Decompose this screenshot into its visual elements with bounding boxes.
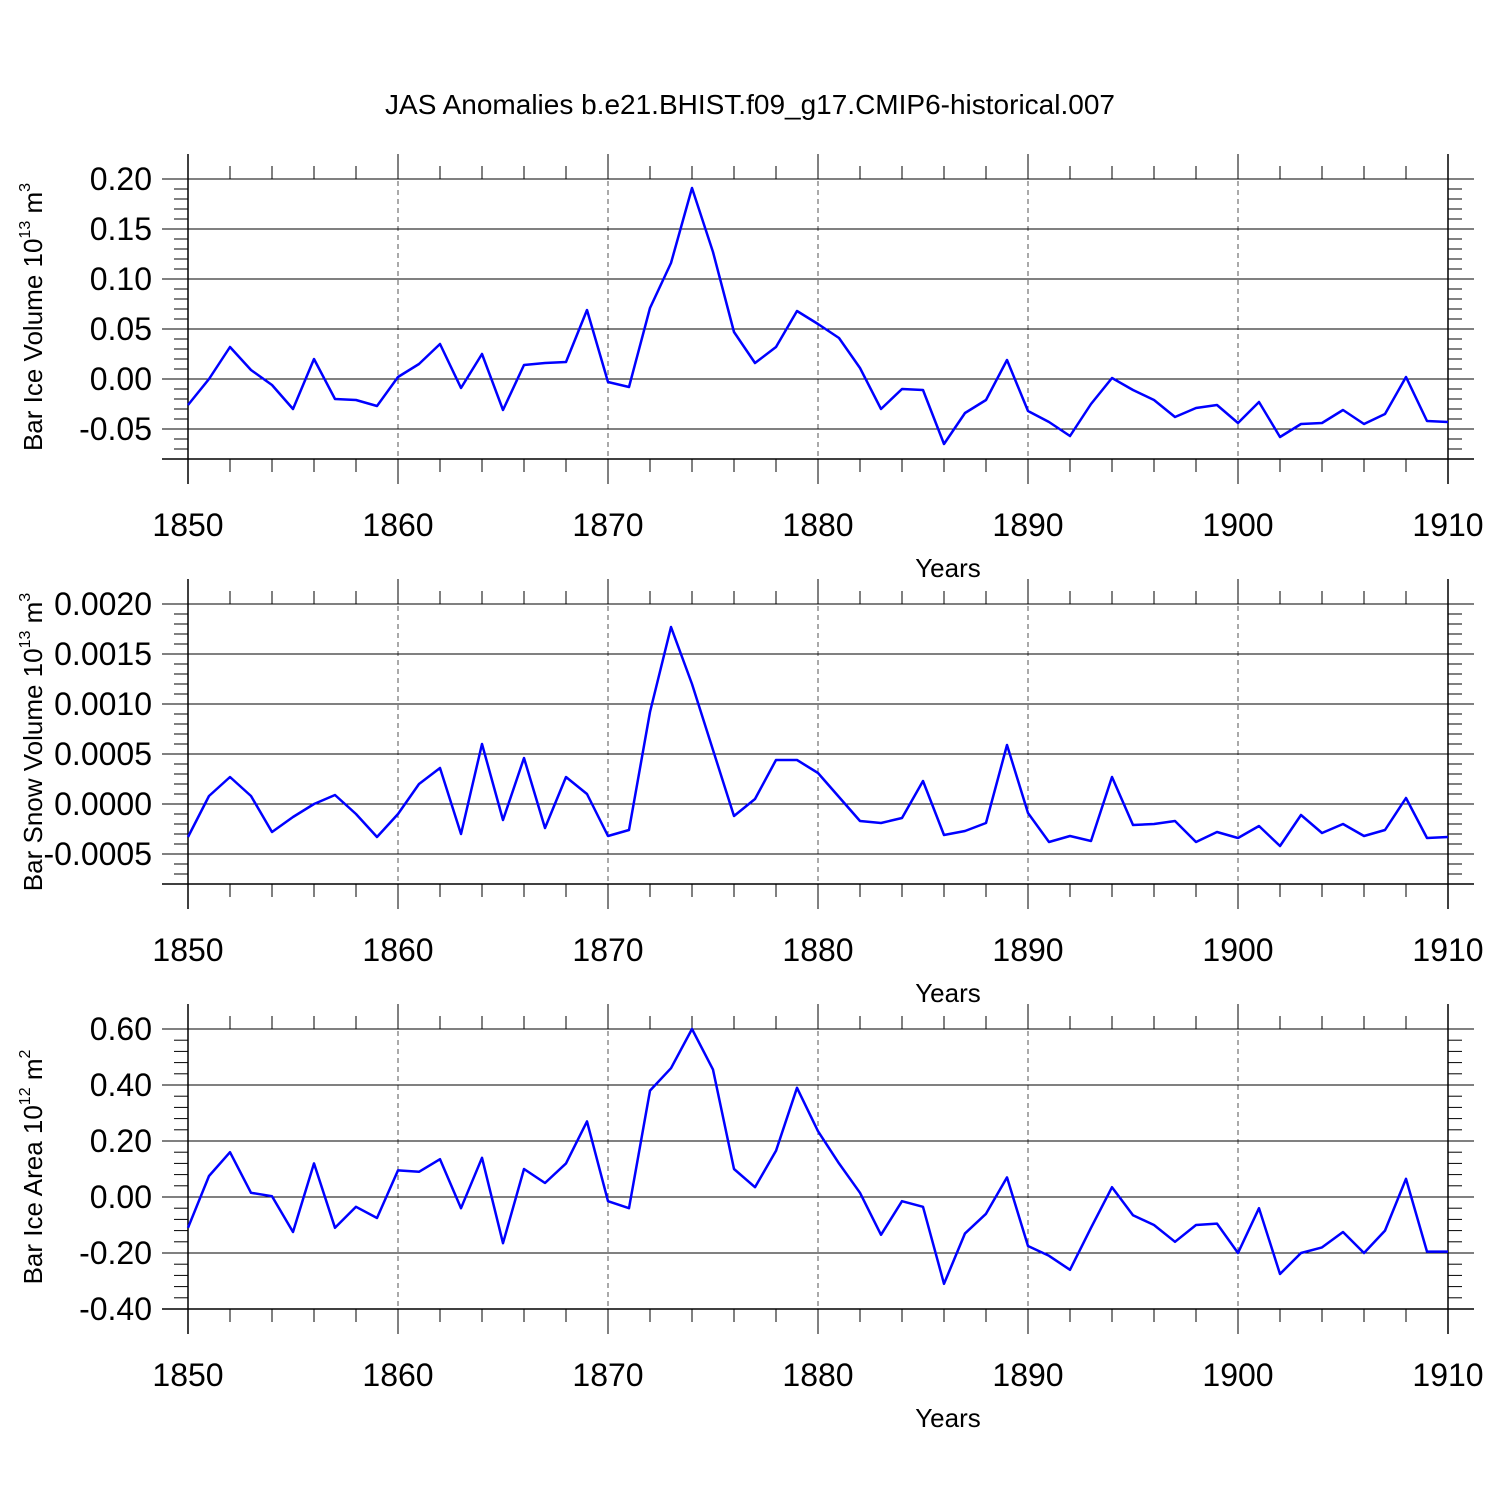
x-tick-label: 1870 [572, 1357, 643, 1393]
x-tick-label: 1890 [992, 507, 1063, 543]
figure-title: JAS Anomalies b.e21.BHIST.f09_g17.CMIP6-… [385, 89, 1115, 120]
series-line [186, 1027, 1448, 1286]
x-tick-label: 1850 [152, 507, 223, 543]
x-tick-label: 1900 [1202, 1357, 1273, 1393]
series-line [187, 186, 1449, 446]
y-tick-label: 0.0010 [54, 686, 152, 722]
x-tick-label: 1870 [572, 507, 643, 543]
y-tick-label: 0.60 [90, 1011, 152, 1047]
y-tick-label: 0.20 [90, 1123, 152, 1159]
y-tick-label: 0.0000 [54, 786, 152, 822]
y-tick-label: 0.0015 [54, 636, 152, 672]
y-tick-label: 0.20 [90, 161, 152, 197]
x-axis-label: Years [915, 553, 981, 583]
x-tick-label: 1880 [782, 1357, 853, 1393]
x-tick-label: 1880 [782, 932, 853, 968]
x-tick-label: 1850 [152, 1357, 223, 1393]
y-tick-label: 0.10 [90, 261, 152, 297]
y-tick-label: 0.00 [90, 361, 152, 397]
x-tick-label: 1850 [152, 932, 223, 968]
y-tick-label: 0.15 [90, 211, 152, 247]
y-tick-label: 0.00 [90, 1179, 152, 1215]
chart-panel-1: 1850 1860 1870 1880 1890 1900 1910 0.20 0.15 0.10… [17, 154, 1484, 583]
x-axis-label: Years [915, 978, 981, 1008]
x-tick-label: 1860 [362, 1357, 433, 1393]
x-tick-label: 1890 [992, 1357, 1063, 1393]
x-tick-label: 1890 [992, 932, 1063, 968]
panels: 1850 1860 1870 1880 1890 1900 1910 0.20 0.15 0.10… [17, 154, 1484, 1433]
x-tick-label: 1910 [1412, 1357, 1483, 1393]
series-line [186, 625, 1449, 848]
y-tick-label: -0.20 [79, 1235, 152, 1271]
x-tick-label: 1860 [362, 932, 433, 968]
y-tick-label: 0.0005 [54, 736, 152, 772]
x-tick-label: 1900 [1202, 932, 1273, 968]
y-tick-label: 0.05 [90, 311, 152, 347]
y-tick-label: -0.05 [79, 411, 152, 447]
y-tick-label: 0.0020 [54, 586, 152, 622]
y-tick-label: 0.40 [90, 1067, 152, 1103]
x-tick-label: 1880 [782, 507, 853, 543]
y-axis-label: Bar Snow Volume 1013 m3 [17, 593, 48, 892]
y-tick-label: -0.40 [79, 1291, 152, 1327]
x-axis-label: Years [915, 1403, 981, 1433]
chart-panel-3: 1850 1860 1870 1880 1890 1900 1910 0.60 0.40 0.20… [17, 1004, 1484, 1433]
y-axis-label: Bar Ice Area 1012 m2 [17, 1049, 48, 1284]
y-tick-label: -0.0005 [43, 836, 152, 872]
x-tick-label: 1910 [1412, 932, 1483, 968]
y-axis-label: Bar Ice Volume 1013 m3 [17, 183, 48, 451]
x-tick-label: 1910 [1412, 507, 1483, 543]
x-tick-label: 1860 [362, 507, 433, 543]
chart-panel-2: 1850 1860 1870 1880 1890 1900 1910 0.0020 0.0015… [17, 579, 1484, 1008]
x-tick-label: 1870 [572, 932, 643, 968]
x-tick-label: 1900 [1202, 507, 1273, 543]
